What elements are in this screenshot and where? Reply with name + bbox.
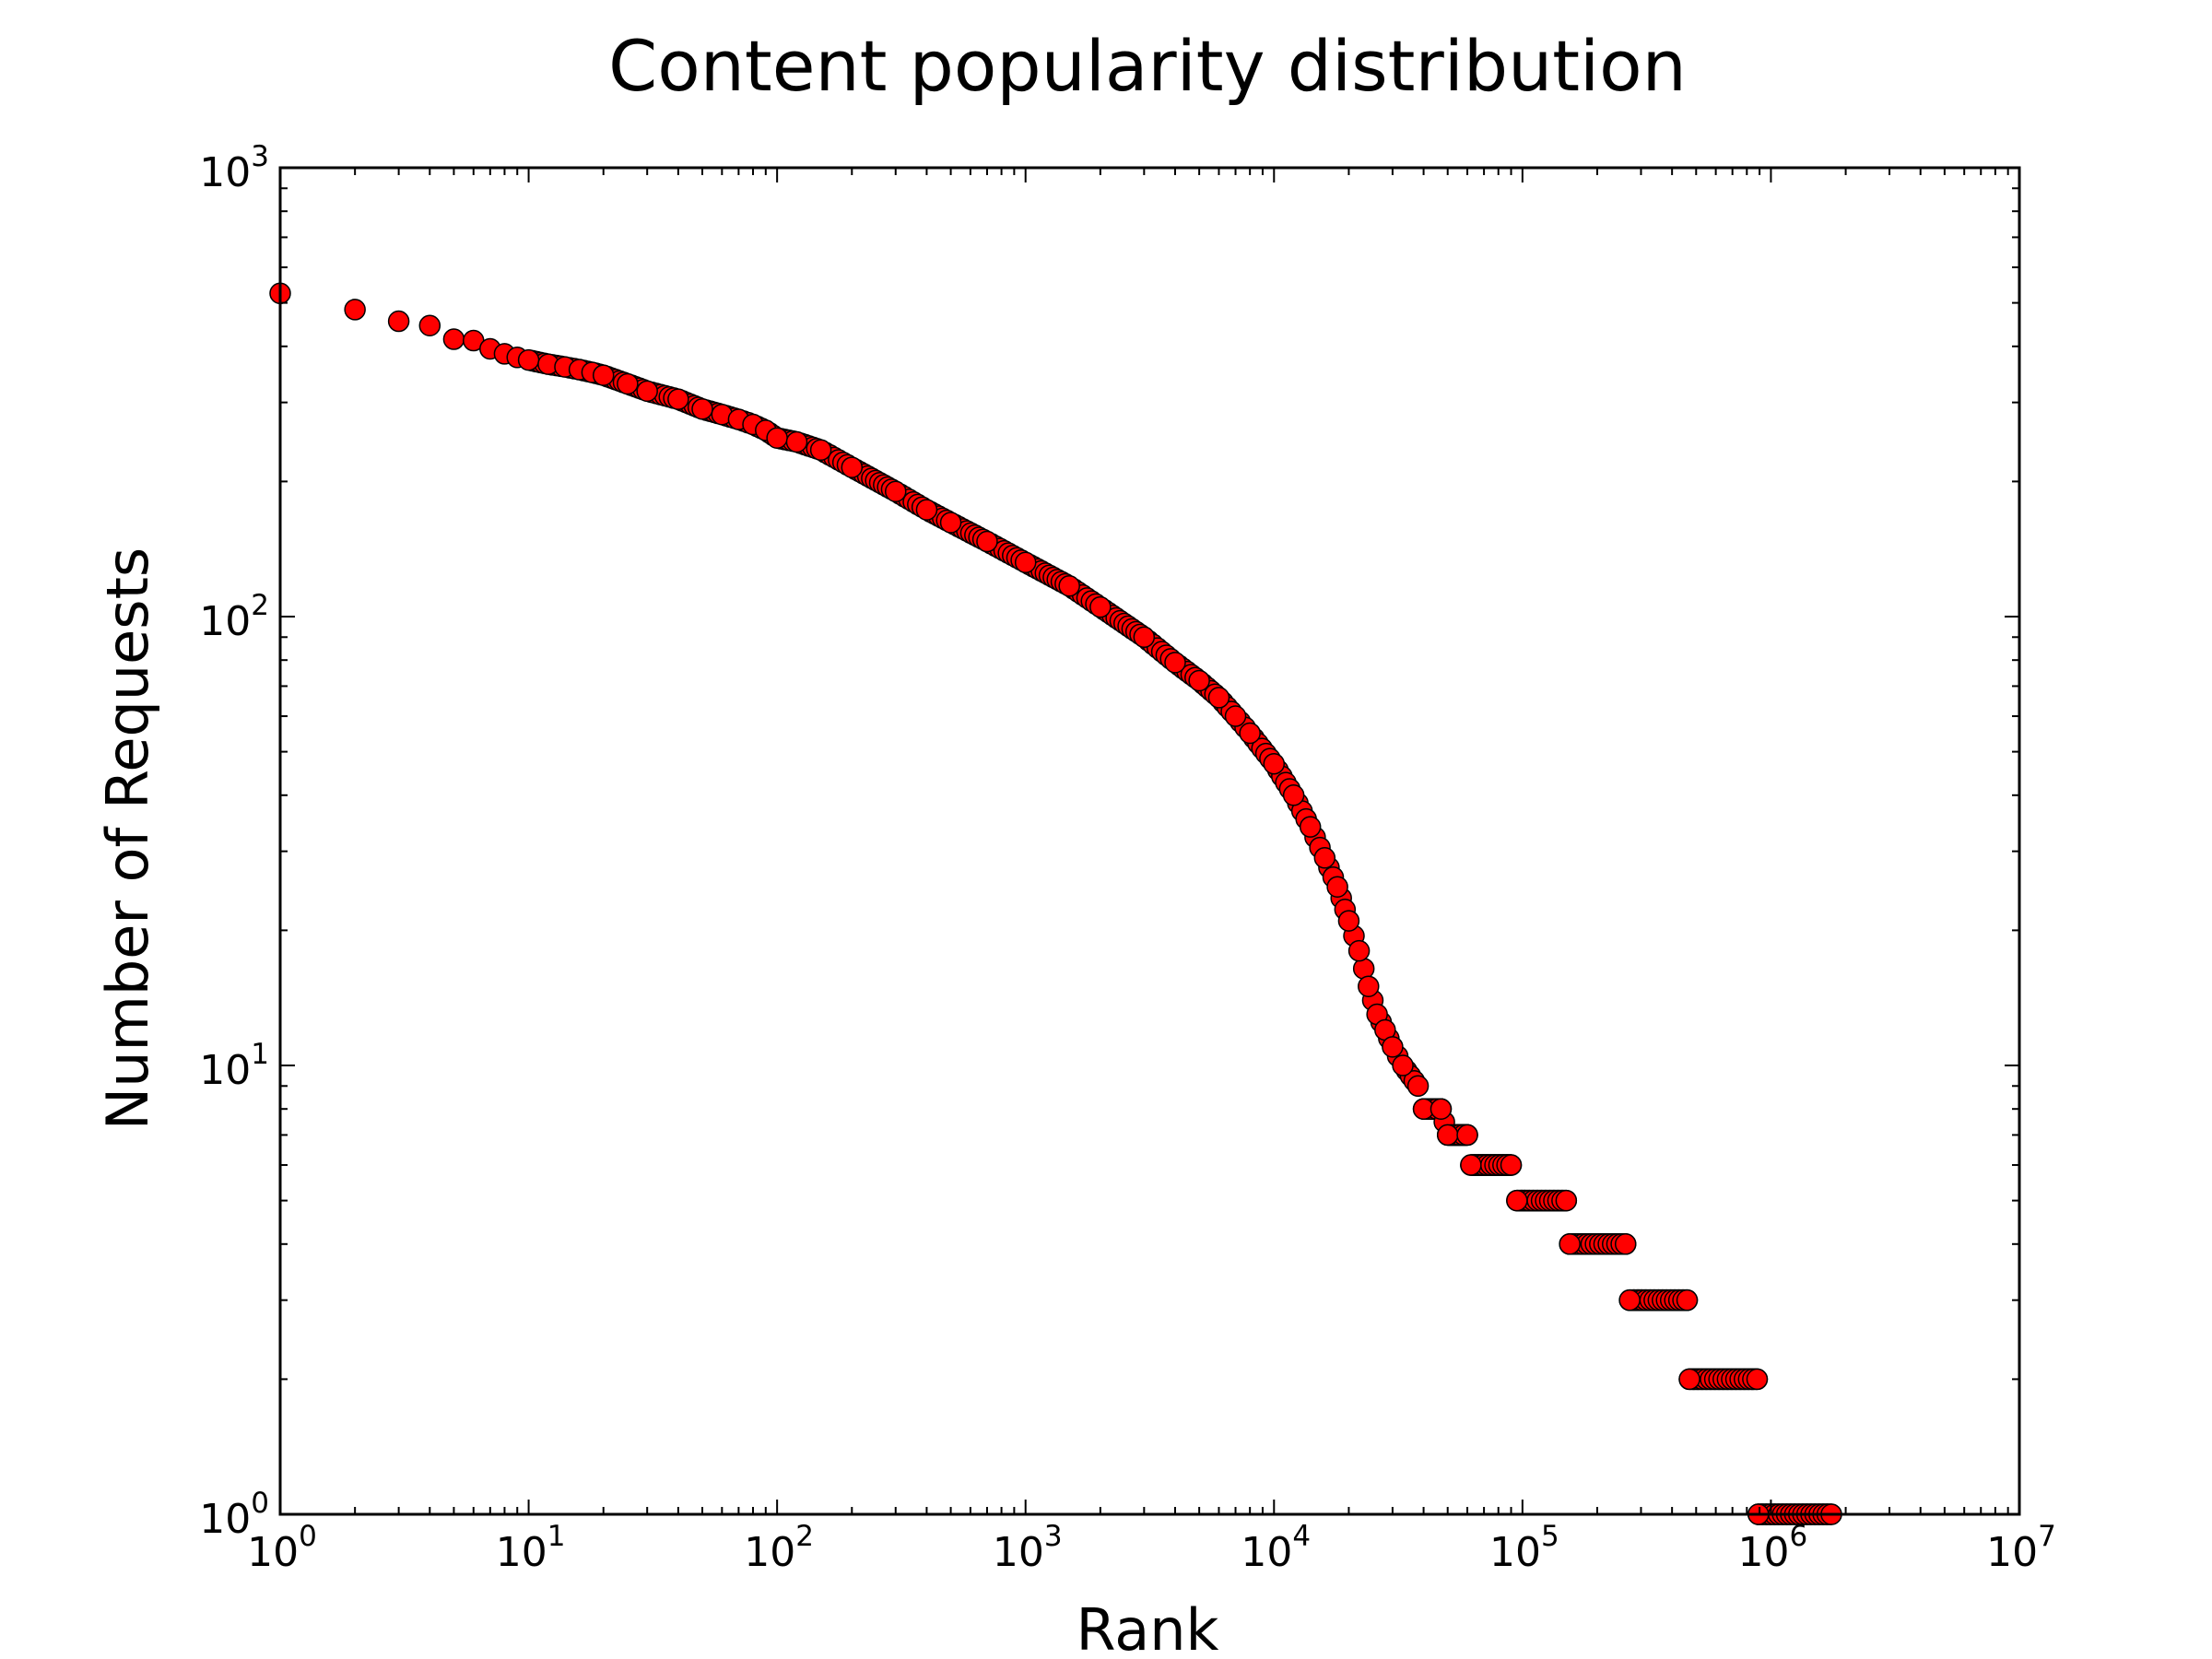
x-tick-label: 104 (1241, 1520, 1311, 1576)
data-point (1430, 1098, 1453, 1120)
data-point (1746, 1368, 1769, 1391)
data-point (1506, 1189, 1528, 1212)
data-point (915, 499, 938, 521)
data-point (1555, 1189, 1578, 1212)
data-point (766, 427, 788, 449)
data-point (1299, 816, 1322, 838)
data-point (1382, 1036, 1404, 1058)
data-point (1313, 847, 1336, 869)
data-point (1133, 626, 1156, 649)
data-point (939, 512, 962, 534)
data-point (1058, 575, 1080, 597)
x-axis-label: Rank (1077, 1596, 1219, 1659)
data-point (885, 480, 907, 502)
data-point (1089, 595, 1112, 618)
data-point (1618, 1288, 1641, 1312)
data-point (1406, 1075, 1430, 1098)
plot-frame (278, 166, 2021, 1516)
data-point (976, 530, 998, 553)
chart-title: Content popularity distribution (608, 25, 1687, 107)
data-point (1337, 910, 1360, 932)
data-point (1239, 722, 1261, 745)
data-point (1282, 784, 1305, 806)
y-tick-label: 101 (199, 1038, 269, 1094)
x-tick-label: 101 (496, 1520, 566, 1576)
y-tick-label: 100 (199, 1487, 269, 1543)
data-points (269, 282, 1842, 1525)
data-point (1207, 687, 1230, 709)
data-point (344, 299, 366, 321)
x-tick-label: 102 (744, 1520, 814, 1576)
data-point (636, 380, 658, 403)
data-point (592, 364, 615, 386)
data-point (1188, 669, 1210, 692)
x-tick-label: 105 (1489, 1520, 1559, 1576)
data-point (1460, 1154, 1482, 1176)
x-tick-label: 107 (1986, 1520, 2056, 1576)
x-tick-label: 106 (1738, 1520, 1808, 1576)
data-point (1326, 876, 1348, 898)
data-point (1352, 958, 1375, 980)
axis-ticks (279, 168, 2019, 1515)
x-tick-label: 103 (993, 1520, 1063, 1576)
data-point (418, 314, 441, 336)
data-point (667, 388, 689, 410)
y-tick-label: 103 (199, 140, 269, 196)
data-point (785, 430, 808, 453)
data-point (1263, 752, 1286, 775)
x-tick-labels: 100 101 102 103 104 105 106 107 (247, 1520, 2056, 1576)
data-point (1676, 1288, 1699, 1312)
x-tick-label: 100 (247, 1520, 317, 1576)
data-point (841, 456, 864, 478)
data-point (1559, 1233, 1581, 1255)
data-point (387, 310, 410, 333)
data-point (1014, 551, 1037, 574)
data-point (517, 348, 540, 371)
data-point (1614, 1233, 1637, 1255)
data-point (617, 372, 639, 395)
y-tick-label: 102 (199, 589, 269, 645)
data-point (1456, 1124, 1478, 1147)
data-point (1347, 939, 1371, 962)
y-tick-labels: 100 101 102 103 (199, 140, 269, 1543)
data-point (1436, 1124, 1459, 1147)
data-point (1224, 705, 1247, 727)
data-point (1358, 975, 1380, 997)
data-point (1164, 652, 1186, 674)
data-point (691, 398, 713, 420)
data-point (1678, 1368, 1700, 1391)
data-point (442, 328, 465, 350)
data-point (809, 439, 832, 462)
data-point (1392, 1054, 1414, 1077)
data-point (1500, 1154, 1523, 1176)
y-axis-label: Number of Requests (94, 547, 161, 1130)
